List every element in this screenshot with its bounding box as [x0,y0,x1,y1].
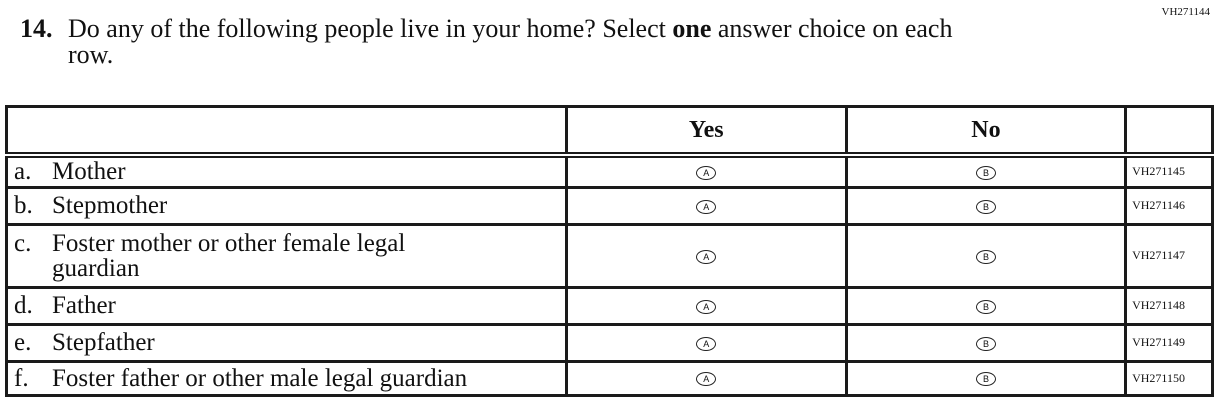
question: 14. Do any of the following people live i… [20,16,1080,68]
row-label: f. Foster father or other male legal guar… [5,359,568,397]
table-row: b. Stepmother A B VH271146 [5,185,1214,226]
table-row: e. Stepfather A B VH271149 [5,322,1214,363]
table-row: f. Foster father or other male legal guar… [5,359,1214,397]
form-code: VH271144 [1161,6,1210,18]
yes-radio[interactable]: A [696,199,717,214]
no-radio[interactable]: B [975,372,996,386]
answer-grid: Yes No a. Mother A B VH271145 b. Stepmother… [5,105,1214,397]
yes-radio[interactable]: A [696,299,717,314]
header-yes: Yes [564,105,848,158]
no-radio[interactable]: B [975,165,996,180]
item-code: VH271148 [1124,285,1214,326]
yes-radio[interactable]: A [696,336,717,351]
question-text-line2: row. [68,40,114,69]
table-row: d. Father A B VH271148 [5,285,1214,326]
header-code [1124,105,1214,158]
question-text: Do any of the following people live in y… [68,14,953,43]
question-number: 14. [20,14,53,43]
no-radio[interactable]: B [975,199,996,214]
table-row: c. Foster mother or other female legal gua… [5,222,1214,289]
table-row: a. Mother A B VH271145 [5,153,1214,189]
item-code: VH271150 [1124,359,1214,397]
item-code: VH271145 [1124,153,1214,189]
no-radio[interactable]: B [975,249,996,264]
item-code: VH271149 [1124,322,1214,363]
no-radio[interactable]: B [975,336,996,351]
row-label: b. Stepmother [5,185,568,226]
row-label: e. Stepfather [5,322,568,363]
yes-radio[interactable]: A [696,372,717,386]
header-row: Yes No [5,105,1214,158]
row-label: d. Father [5,285,568,326]
yes-radio[interactable]: A [696,165,717,180]
no-radio[interactable]: B [975,299,996,314]
yes-radio[interactable]: A [696,249,717,264]
item-code: VH271147 [1124,222,1214,289]
row-label: a. Mother [5,153,568,189]
item-code: VH271146 [1124,185,1214,226]
row-label: c. Foster mother or other female legal gua… [5,222,568,289]
header-blank [5,105,568,158]
header-no: No [844,105,1128,158]
